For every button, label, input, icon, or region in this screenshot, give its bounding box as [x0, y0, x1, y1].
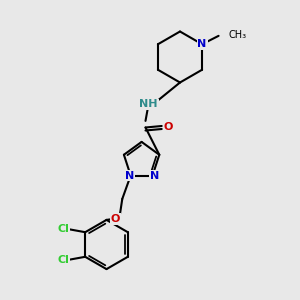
Text: NH: NH: [139, 99, 158, 110]
Text: CH₃: CH₃: [228, 30, 246, 40]
Text: O: O: [164, 122, 173, 133]
Text: N: N: [197, 39, 207, 49]
Text: N: N: [150, 170, 160, 181]
Text: O: O: [111, 214, 120, 224]
Text: Cl: Cl: [57, 255, 69, 265]
Text: N: N: [124, 170, 134, 181]
Text: Cl: Cl: [57, 224, 69, 234]
